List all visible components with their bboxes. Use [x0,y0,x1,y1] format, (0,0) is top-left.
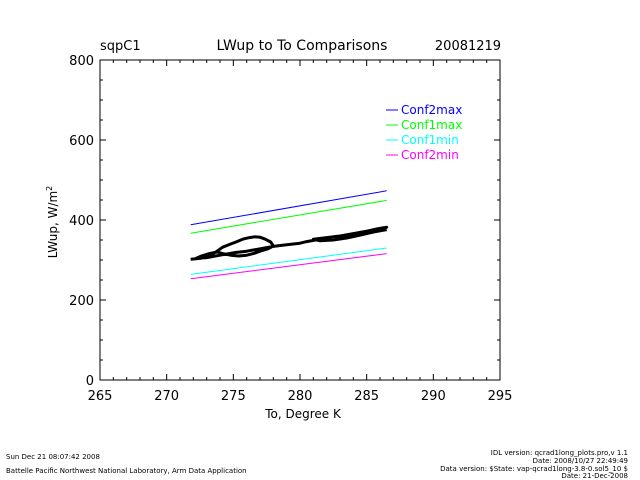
legend-label: Conf1max [401,118,462,132]
x-ticks: 265 270 275 280 285 290 295 [88,60,513,404]
y-tick-label: 800 [69,54,94,69]
legend-label: Conf2min [401,148,459,162]
x-tick-label: 275 [221,389,246,404]
x-axis-label: To, Degree K [264,407,342,421]
series-lines [190,190,387,280]
footer-timestamp: Sun Dec 21 08:07:42 2008 [6,453,100,461]
y-tick-label: 0 [86,374,94,389]
y-axis-label-superscript: 2 [45,186,54,191]
footer-code-date: Date: 2008/10/27 22:49:49 [532,457,628,465]
x-tick-label: 265 [88,389,113,404]
x-tick-label: 285 [354,389,379,404]
y-ticks: 0 200 400 600 800 [69,54,500,389]
y-tick-label: 400 [69,214,94,229]
series-line-conf1max [190,199,387,234]
observed-data [190,225,389,261]
x-tick-label: 280 [288,389,313,404]
footer-idl-version: IDL version: qcrad1long_plots.pro,v 1.1 [490,449,628,457]
series-line-conf2max [190,190,387,226]
series-line-conf2min [190,253,387,280]
legend-label: Conf1min [401,133,459,147]
series-line-conf1min [190,247,387,275]
chart-title: LWup to To Comparisons [217,38,388,54]
y-axis-label-group: LWup, W/m2 [45,186,60,259]
y-tick-label: 600 [69,134,94,149]
x-tick-label: 295 [488,389,513,404]
footer-institution: Battelle Pacific Northwest National Labo… [6,467,247,475]
footer-data-version: Data version: $State: vap-qcrad1long-3.8… [440,465,628,473]
date-label: 20081219 [435,39,501,54]
footer-data-date: Date: 21-Dec-2008 [561,472,628,480]
y-tick-label: 200 [69,294,94,309]
site-label: sqpC1 [100,39,141,54]
legend-label: Conf2max [401,103,462,117]
observed-line [190,225,389,261]
y-axis-label: LWup, W/m2 [45,186,60,259]
x-tick-label: 270 [154,389,179,404]
y-axis-label-text: LWup, W/m [46,191,60,258]
x-tick-label: 290 [421,389,446,404]
